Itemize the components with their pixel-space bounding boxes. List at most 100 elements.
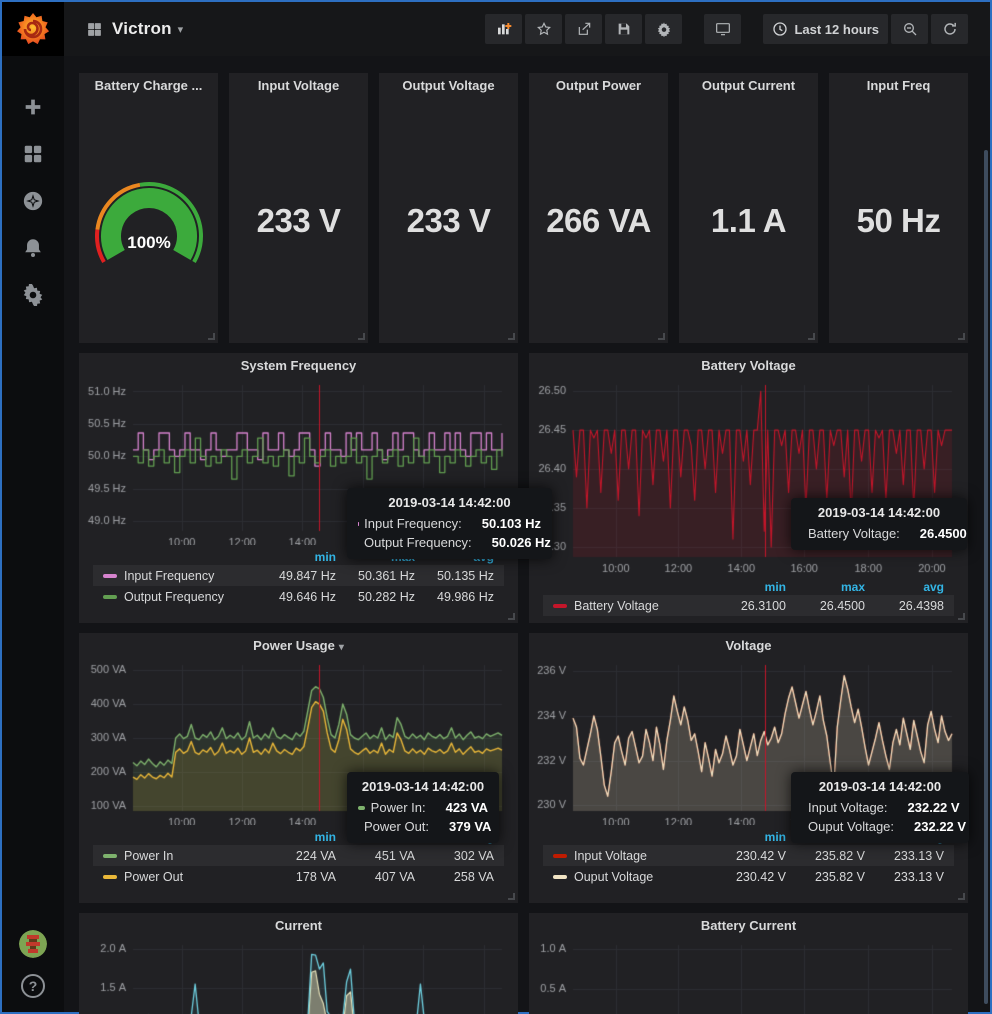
legend-series-output-frequency[interactable]: Output Frequency — [103, 590, 257, 604]
tooltip-time: 2019-03-14 14:42:00 — [358, 779, 488, 794]
tooltip-row: Input Frequency:50.103 Hz — [358, 516, 541, 531]
legend-col-min[interactable]: min — [257, 550, 336, 564]
gauge-svg: 100% — [88, 178, 210, 264]
legend-row-ouput-voltage: Ouput Voltage 230.42 V 235.82 V 233.13 V — [543, 866, 954, 887]
series-swatch — [103, 595, 117, 599]
zoom-out-icon — [902, 21, 918, 37]
add-icon[interactable] — [22, 96, 44, 118]
tooltip-row: Output Frequency:50.026 Hz — [358, 535, 541, 550]
legend-series-ouput-voltage[interactable]: Ouput Voltage — [553, 870, 707, 884]
panel-output-voltage: Output Voltage 233 V — [379, 73, 518, 343]
series-name: Power In — [124, 849, 173, 863]
legend-col-max[interactable]: max — [786, 580, 865, 594]
series-avg: 26.4398 — [865, 599, 944, 613]
series-name: Output Frequency — [124, 590, 224, 604]
tooltip-row: Power Out:379 VA — [358, 819, 488, 834]
panel-title-voltage[interactable]: Voltage — [529, 633, 968, 659]
panel-input-freq: Input Freq 50 Hz — [829, 73, 968, 343]
panel-current: Current — [79, 913, 518, 1014]
legend-col-min[interactable]: min — [257, 830, 336, 844]
share-dashboard-button[interactable] — [565, 14, 602, 44]
tooltip-battery-voltage: 2019-03-14 14:42:00 Battery Voltage:26.4… — [791, 498, 967, 550]
panel-title-input-freq[interactable]: Input Freq — [829, 73, 968, 99]
add-panel-button[interactable] — [485, 14, 522, 44]
legend-row-battery-voltage: Battery Voltage 26.3100 26.4500 26.4398 — [543, 595, 954, 616]
panel-input-voltage: Input Voltage 233 V — [229, 73, 368, 343]
series-min: 26.3100 — [707, 599, 786, 613]
page-scrollbar[interactable] — [984, 150, 988, 1004]
panel-title-battery-voltage[interactable]: Battery Voltage — [529, 353, 968, 379]
series-name: Ouput Voltage — [574, 870, 653, 884]
save-dashboard-button[interactable] — [605, 14, 642, 44]
help-icon[interactable]: ? — [21, 974, 45, 998]
legend-col-min[interactable]: min — [707, 580, 786, 594]
grafana-dashboard: { "glyphs": { "caret_down": "▾", "help":… — [0, 0, 992, 1014]
grafana-logo[interactable] — [2, 2, 64, 56]
output-voltage-value: 233 V — [379, 99, 518, 343]
time-range-picker[interactable]: Last 12 hours — [763, 14, 888, 44]
graph-row-3: Current Battery Current — [79, 913, 979, 1014]
power-usage-title: Power Usage — [253, 638, 335, 653]
tooltip-row: Ouput Voltage:232.22 V — [802, 819, 958, 834]
dashboards-icon[interactable] — [22, 143, 44, 165]
legend-col-min[interactable]: min — [707, 830, 786, 844]
series-avg: 233.13 V — [865, 870, 944, 884]
panel-title-output-power[interactable]: Output Power — [529, 73, 668, 99]
legend-series-input-voltage[interactable]: Input Voltage — [553, 849, 707, 863]
tooltip-row: Battery Voltage:26.4500 — [802, 526, 956, 541]
series-swatch — [553, 875, 567, 879]
configuration-gear-icon[interactable] — [22, 284, 44, 306]
legend-row-power-out: Power Out 178 VA 407 VA 258 VA — [93, 866, 504, 887]
clock-icon — [772, 21, 788, 37]
cycle-view-mode-button[interactable] — [704, 14, 741, 44]
dashboard-title-caret-icon[interactable]: ▾ — [178, 23, 184, 36]
stat-row: Battery Charge ... 100% Input Voltage 23… — [79, 73, 979, 343]
panel-title-output-current[interactable]: Output Current — [679, 73, 818, 99]
legend-series-power-in[interactable]: Power In — [103, 849, 257, 863]
time-range-label: Last 12 hours — [794, 22, 879, 37]
current-chart[interactable] — [87, 939, 510, 1014]
panel-title-system-frequency[interactable]: System Frequency — [79, 353, 518, 379]
series-avg: 50.135 Hz — [415, 569, 494, 583]
legend-col-avg[interactable]: avg — [865, 580, 944, 594]
panel-title-current[interactable]: Current — [79, 913, 518, 939]
panel-battery-voltage: Battery Voltage min max avg Battery Volt… — [529, 353, 968, 623]
tooltip-label: Input Frequency: — [364, 516, 462, 531]
legend-series-battery-voltage[interactable]: Battery Voltage — [553, 599, 707, 613]
series-max: 50.282 Hz — [336, 590, 415, 604]
panel-title-power-usage[interactable]: Power Usage▾ — [79, 633, 518, 659]
tooltip-time: 2019-03-14 14:42:00 — [358, 495, 541, 510]
battery-charge-title: Battery Charge ... — [95, 78, 203, 93]
series-min: 230.42 V — [707, 849, 786, 863]
panel-title-input-voltage[interactable]: Input Voltage — [229, 73, 368, 99]
refresh-button[interactable] — [931, 14, 968, 44]
avatar-image — [19, 930, 47, 958]
tooltip-label: Input Voltage: — [808, 800, 888, 815]
legend-header: min max avg — [543, 578, 954, 595]
panel-battery-current: Battery Current — [529, 913, 968, 1014]
input-voltage-value: 233 V — [229, 99, 368, 343]
explore-compass-icon[interactable] — [22, 190, 44, 212]
panel-title-battery-current[interactable]: Battery Current — [529, 913, 968, 939]
alerting-bell-icon[interactable] — [22, 237, 44, 259]
dashboard-title[interactable]: Victron — [112, 19, 172, 39]
voltage-title: Voltage — [726, 638, 772, 653]
battery-current-chart[interactable] — [537, 939, 960, 1014]
input-freq-title: Input Freq — [867, 78, 931, 93]
panel-title-output-voltage[interactable]: Output Voltage — [379, 73, 518, 99]
add-panel-icon — [496, 21, 512, 37]
legend-series-input-frequency[interactable]: Input Frequency — [103, 569, 257, 583]
series-swatch — [103, 875, 117, 879]
series-avg: 233.13 V — [865, 849, 944, 863]
tooltip-label: Power In: — [371, 800, 426, 815]
dashboard-settings-button[interactable] — [645, 14, 682, 44]
zoom-out-time-button[interactable] — [891, 14, 928, 44]
legend-row-input-voltage: Input Voltage 230.42 V 235.82 V 233.13 V — [543, 845, 954, 866]
star-dashboard-button[interactable] — [525, 14, 562, 44]
series-swatch — [103, 574, 117, 578]
panel-title-battery-charge[interactable]: Battery Charge ... — [79, 73, 218, 99]
user-avatar[interactable] — [19, 930, 47, 958]
navbar-actions: Last 12 hours — [485, 14, 968, 44]
legend-series-power-out[interactable]: Power Out — [103, 870, 257, 884]
star-icon — [536, 21, 552, 37]
